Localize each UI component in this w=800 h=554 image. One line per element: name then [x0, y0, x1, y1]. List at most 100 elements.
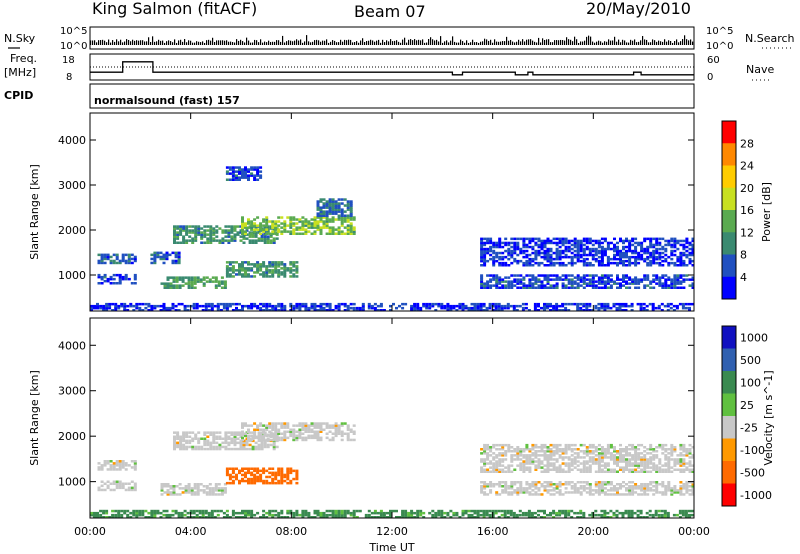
heatmap-cell [513, 259, 517, 263]
heatmap-cell [452, 511, 456, 515]
heatmap-cell [649, 280, 653, 283]
heatmap-cell [268, 424, 272, 427]
nsky-bar [282, 35, 284, 45]
heatmap-cell [510, 493, 514, 496]
heatmap-cell [401, 516, 405, 519]
heatmap-cell [564, 306, 568, 310]
heatmap-cell [298, 428, 302, 431]
heatmap-cell [482, 302, 486, 306]
heatmap-cell [555, 251, 559, 255]
heatmap-cell [247, 222, 250, 225]
heatmap-cell [510, 274, 514, 277]
heatmap-cell [292, 216, 296, 219]
heatmap-cell [173, 435, 176, 438]
heatmap-cell [331, 204, 335, 207]
heatmap-cell [603, 452, 607, 455]
heatmap-cell [498, 261, 502, 265]
heatmap-cell [679, 446, 683, 449]
heatmap-cell [691, 491, 695, 494]
heatmap-cell [537, 464, 541, 467]
heatmap-cell [231, 271, 235, 274]
heatmap-cell [118, 484, 122, 488]
heatmap-cell [96, 304, 99, 308]
heatmap-cell [247, 471, 250, 475]
heatmap-cell [585, 284, 589, 287]
heatmap-cell [476, 302, 480, 306]
nsky-bar [102, 39, 104, 45]
heatmap-cell [543, 468, 547, 471]
heatmap-cell [591, 280, 595, 283]
heatmap-cell [416, 304, 420, 308]
heatmap-cell [504, 450, 508, 453]
heatmap-cell [582, 466, 586, 469]
heatmap-cell [141, 511, 145, 515]
heatmap-cell [274, 475, 278, 479]
heatmap-cell [648, 509, 652, 513]
heatmap-cell [307, 426, 311, 429]
heatmap-cell [183, 304, 187, 308]
heatmap-cell [543, 446, 547, 449]
heatmap-cell [127, 482, 131, 485]
heatmap-cell [492, 249, 496, 253]
heatmap-cell [676, 274, 680, 277]
heatmap-cell [215, 231, 219, 234]
heatmap-cell [205, 487, 209, 490]
heatmap-cell [185, 229, 189, 232]
heatmap-cell [202, 276, 206, 279]
heatmap-cell [130, 466, 134, 469]
heatmap-cell [625, 460, 628, 463]
heatmap-cell [609, 483, 613, 486]
heatmap-cell [319, 422, 323, 425]
heatmap-cell [483, 470, 487, 473]
heatmap-cell [223, 280, 227, 283]
heatmap-cell [501, 284, 505, 287]
heatmap-cell [621, 304, 625, 308]
heatmap-cell [534, 493, 538, 496]
heatmap-cell [440, 304, 444, 308]
heatmap-cell [370, 306, 374, 310]
heatmap-cell [289, 226, 293, 229]
heatmap-cell [576, 481, 580, 484]
heatmap-cell [188, 231, 192, 234]
heatmap-cell [486, 452, 490, 455]
heatmap-cell [174, 309, 178, 312]
heatmap-cell [193, 487, 197, 490]
heatmap-cell [206, 229, 210, 232]
heatmap-cell [588, 274, 592, 277]
heatmap-cell [534, 481, 538, 484]
nsky-bar [338, 42, 340, 45]
heatmap-cell [262, 261, 266, 264]
heatmap-cell [228, 467, 232, 470]
heatmap-cell [549, 513, 552, 517]
heatmap-cell [688, 284, 692, 287]
heatmap-cell [594, 446, 598, 449]
nsky-bar [430, 37, 432, 45]
heatmap-cell [495, 280, 499, 283]
heatmap-cell [173, 241, 176, 244]
heatmap-cell [528, 237, 532, 241]
heatmap-cell [340, 214, 344, 217]
heatmap-cell [564, 274, 568, 277]
heatmap-cell [262, 509, 266, 513]
nsky-bar [564, 40, 566, 45]
heatmap-cell [482, 304, 486, 308]
heatmap-cell [247, 261, 250, 264]
heatmap-cell [528, 239, 532, 243]
heatmap-cell [111, 509, 115, 513]
heatmap-cell [129, 516, 133, 519]
heatmap-cell [166, 284, 170, 287]
heatmap-cell [634, 259, 638, 263]
heatmap-cell [173, 231, 176, 234]
heatmap-cell [522, 243, 526, 247]
heatmap-cell [452, 306, 456, 310]
heatmap-cell [643, 491, 647, 494]
heatmap-cell [316, 511, 320, 515]
heatmap-cell [416, 511, 420, 515]
heatmap-cell [233, 443, 237, 447]
heatmap-cell [162, 309, 166, 312]
heatmap-cell [646, 284, 650, 287]
heatmap-cell [655, 249, 659, 253]
heatmap-cell [646, 458, 650, 461]
heatmap-cell [178, 278, 182, 281]
heatmap-cell [253, 469, 257, 473]
